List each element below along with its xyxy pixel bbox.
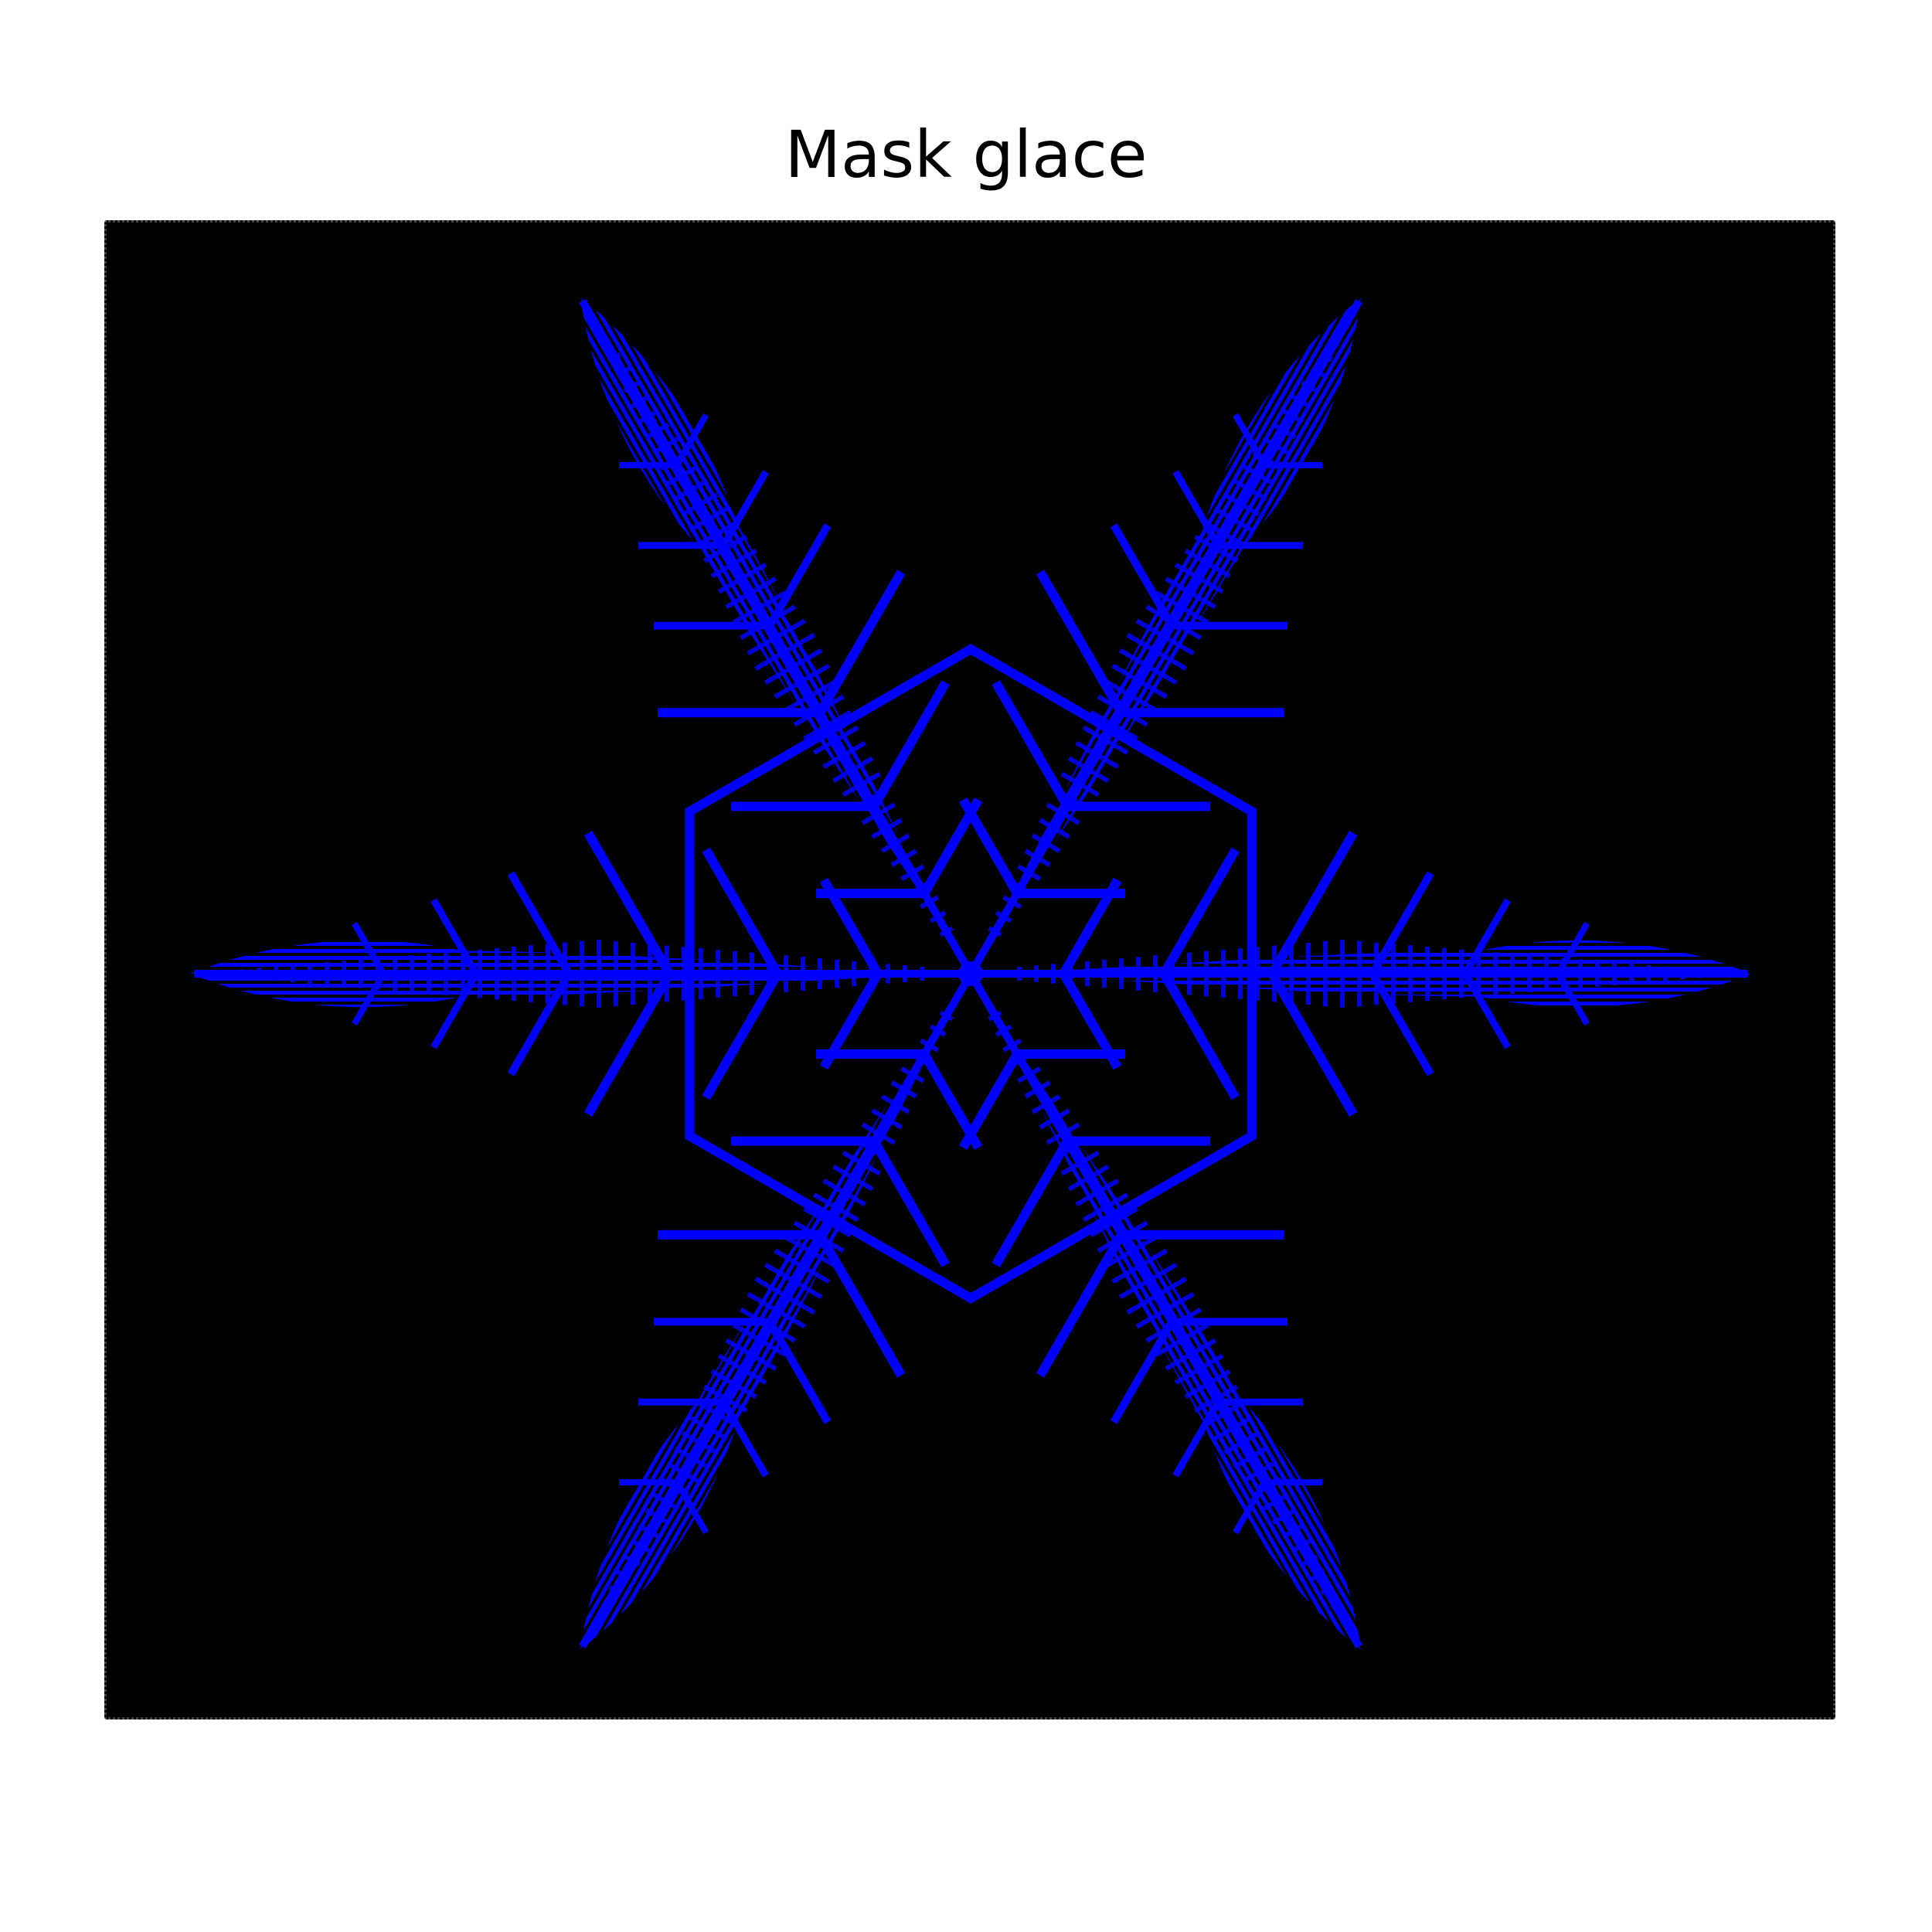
snowflake-center	[190, 298, 1751, 1650]
snowflake-arm	[190, 831, 963, 1117]
snowflake-arm	[958, 978, 1362, 1650]
snowflake-arm	[958, 298, 1362, 969]
snowflake-arm	[579, 298, 983, 969]
snowflake-mask-image	[190, 298, 1751, 1650]
snowflake-arm	[978, 831, 1751, 1117]
snowflake-hub	[958, 961, 983, 986]
snowflake-arm	[579, 978, 983, 1650]
snowflake-inner-hexagon	[685, 644, 1257, 1304]
figure-title: Mask glace	[784, 117, 1148, 192]
